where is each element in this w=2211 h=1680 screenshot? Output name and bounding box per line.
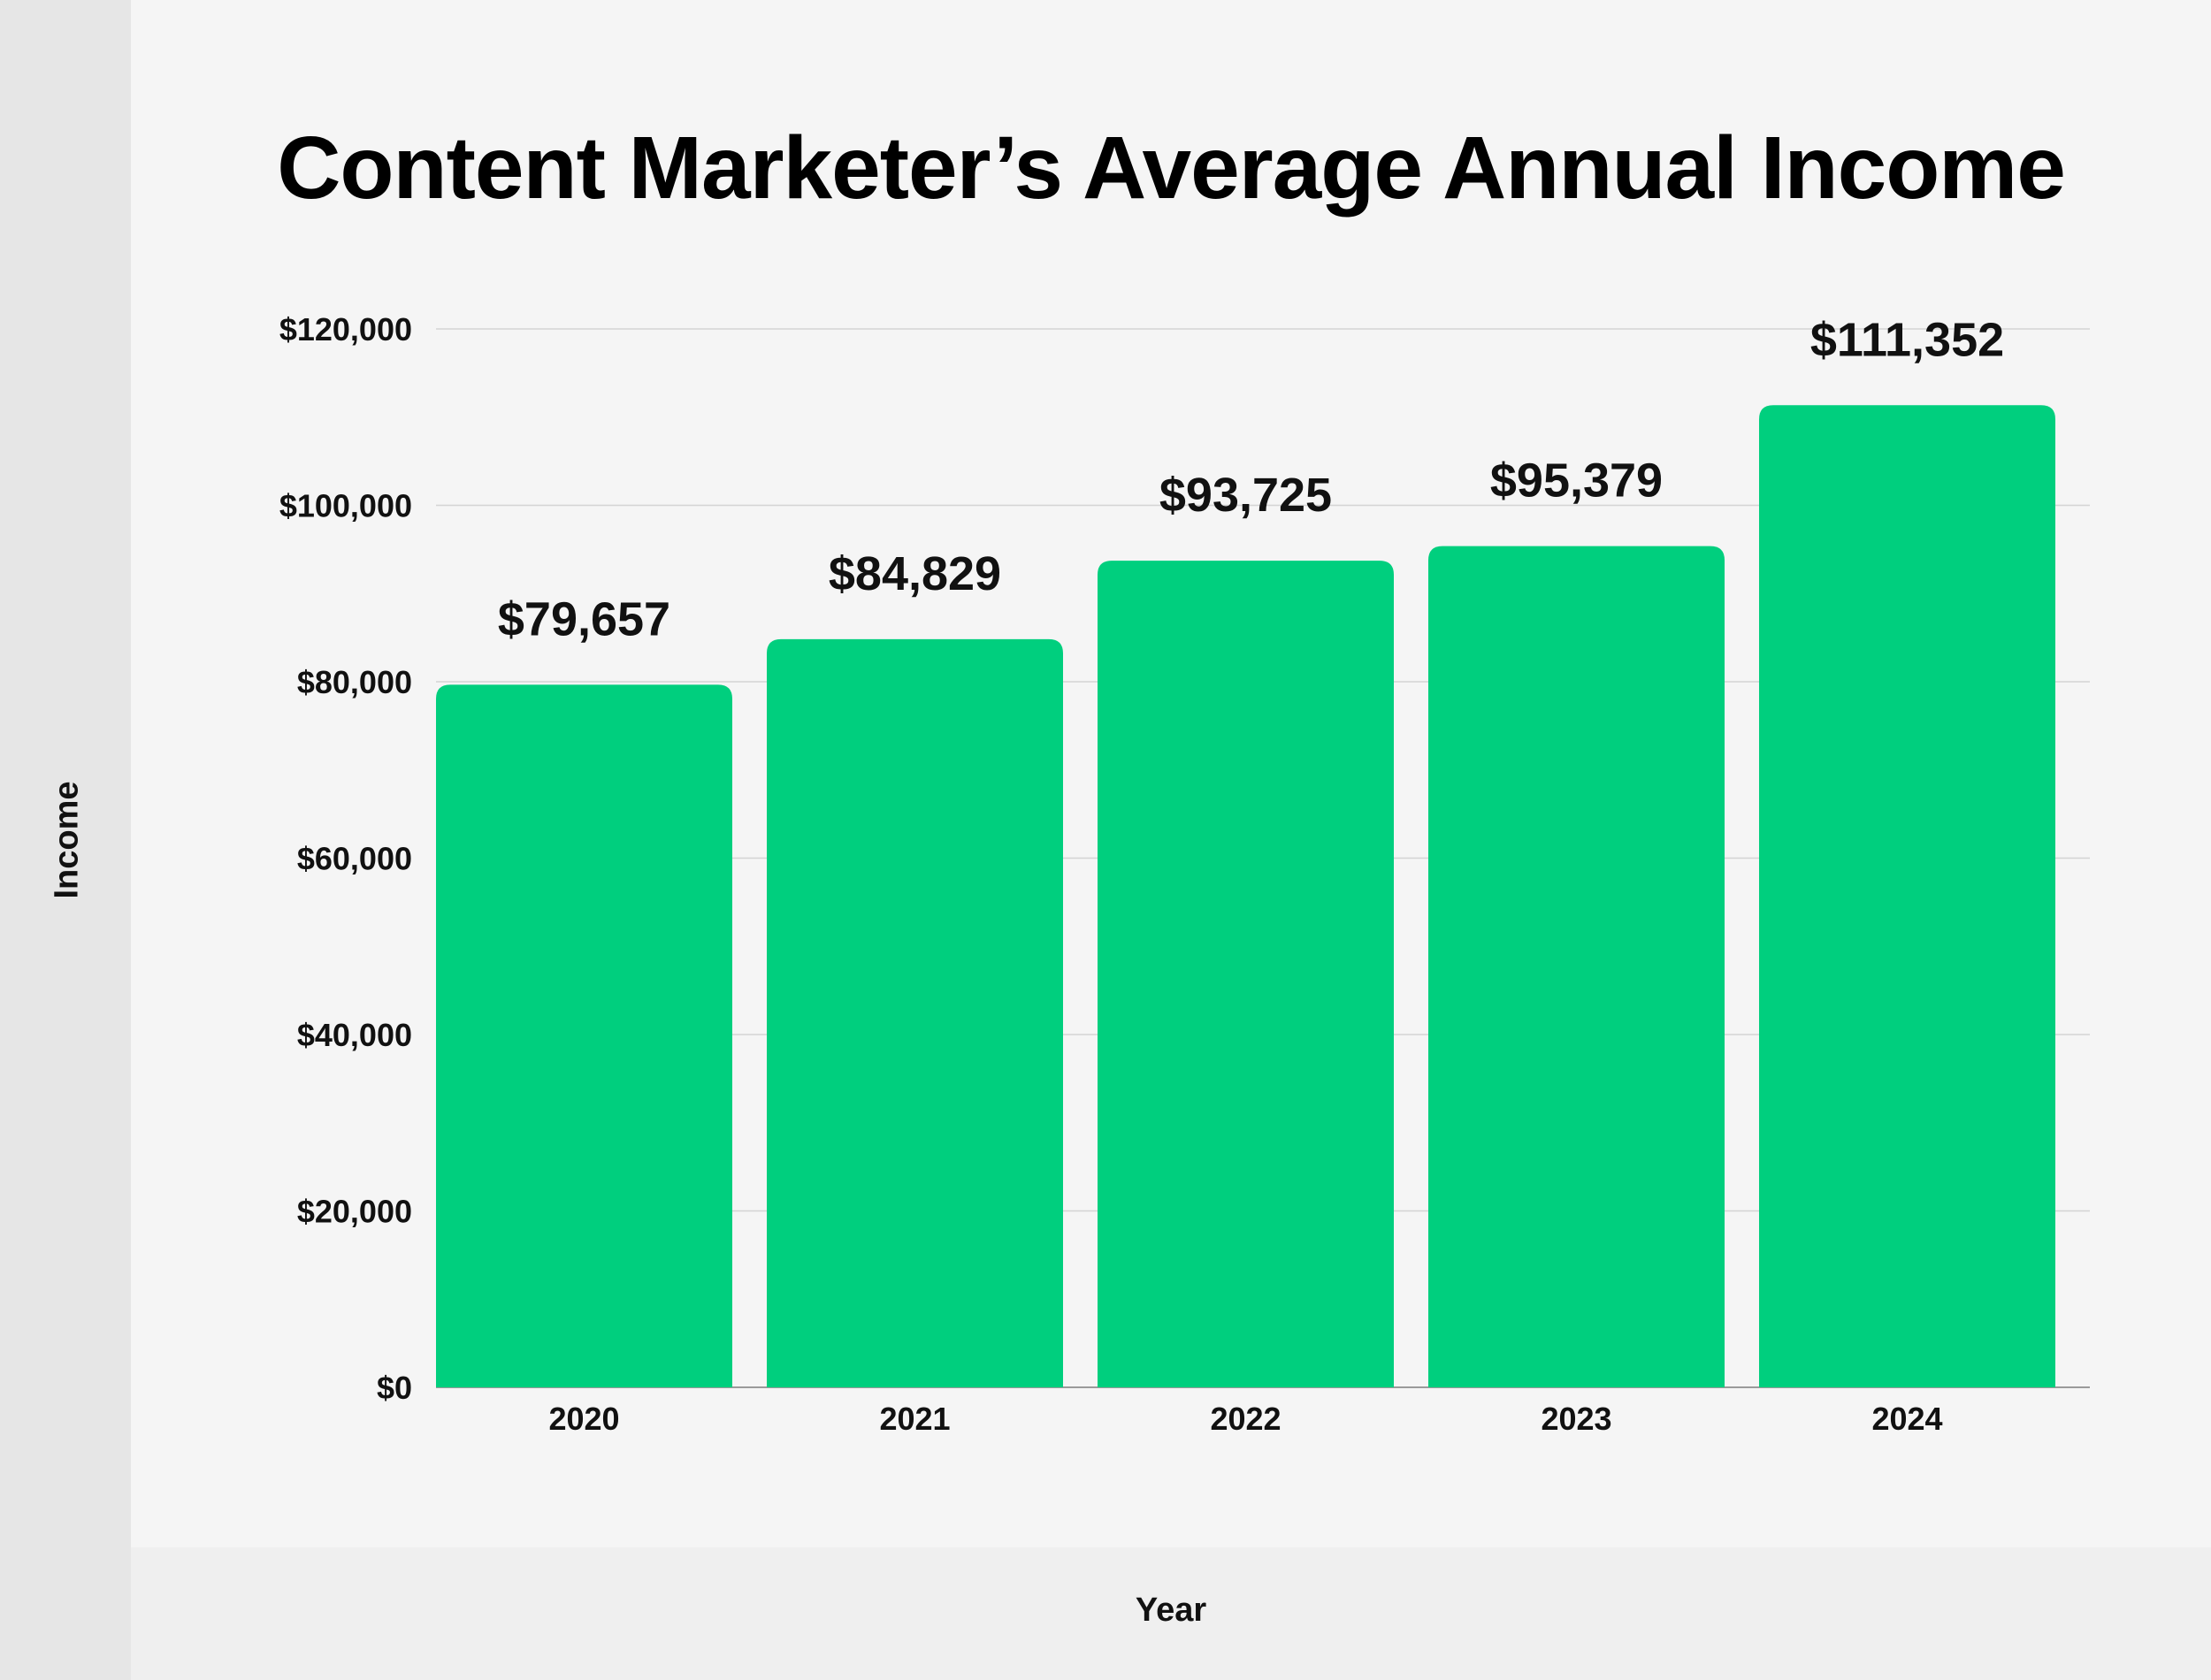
- x-tick-label-2020: 2020: [548, 1401, 619, 1437]
- chart-title: Content Marketer’s Average Annual Income: [277, 118, 2066, 218]
- y-tick-label: $0: [377, 1370, 412, 1406]
- x-tick-label-2022: 2022: [1210, 1401, 1281, 1437]
- value-label-2023: $95,379: [1490, 454, 1663, 508]
- x-axis-band: [131, 1547, 2211, 1680]
- bar-2023: [1428, 546, 1725, 1387]
- value-label-2021: $84,829: [829, 547, 1001, 600]
- y-tick-label: $60,000: [297, 841, 412, 877]
- x-tick-label-2024: 2024: [1871, 1401, 1942, 1437]
- x-tick-label-2023: 2023: [1541, 1401, 1611, 1437]
- x-tick-label-2021: 2021: [879, 1401, 950, 1437]
- value-label-2024: $111,352: [1810, 313, 2004, 366]
- y-axis-ticks: $0 $20,000 $40,000 $60,000 $80,000 $100,000 $1…: [279, 311, 412, 1406]
- y-tick-label: $120,000: [279, 311, 412, 347]
- bar-2020: [436, 684, 732, 1387]
- y-tick-label: $80,000: [297, 664, 412, 700]
- y-tick-label: $20,000: [297, 1194, 412, 1230]
- bar-2022: [1098, 561, 1394, 1387]
- x-axis-ticks: 2020 2021 2022 2023 2024: [548, 1401, 1942, 1437]
- value-labels: $79,657 $84,829 $93,725 $95,379 $111,352: [498, 313, 2004, 645]
- value-label-2022: $93,725: [1159, 469, 1332, 522]
- value-label-2020: $79,657: [498, 592, 670, 645]
- bar-2021: [767, 638, 1063, 1387]
- y-tick-label: $100,000: [279, 488, 412, 524]
- y-axis-band: [0, 0, 131, 1680]
- bars: [436, 405, 2055, 1387]
- y-tick-label: $40,000: [297, 1017, 412, 1053]
- x-axis-title: Year: [1135, 1592, 1207, 1629]
- bar-2024: [1759, 405, 2055, 1387]
